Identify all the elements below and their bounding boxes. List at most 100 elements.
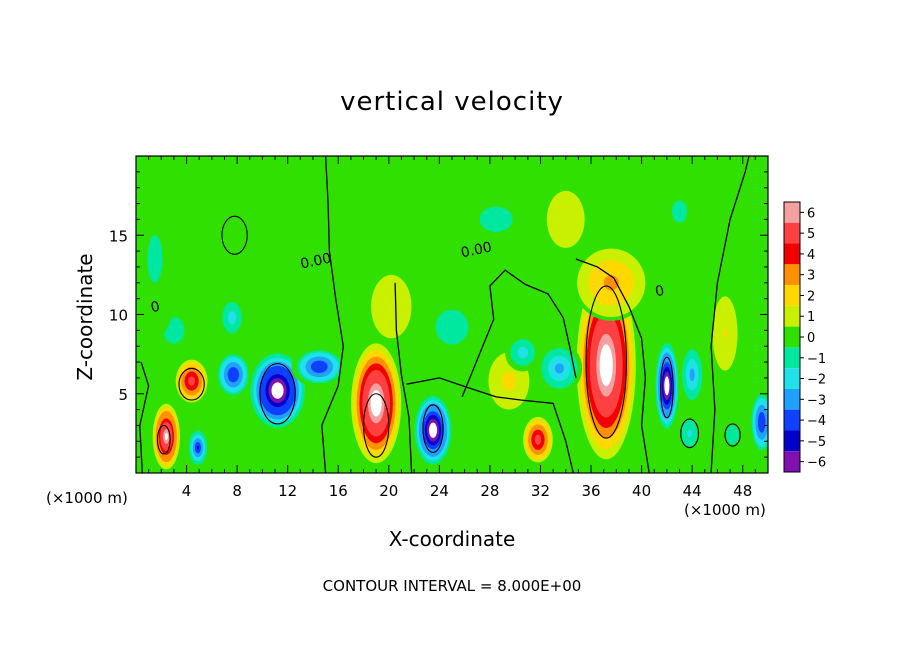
contour-labels: 0.00 0.00 0 0 xyxy=(149,239,665,316)
closed-contour-line xyxy=(585,285,627,439)
colorbar-swatch xyxy=(784,305,800,327)
y-tick-label: 15 xyxy=(109,227,128,245)
contour-interval-note: CONTOUR INTERVAL = 8.000E+00 xyxy=(322,577,582,595)
closed-contour-line xyxy=(221,215,248,255)
x-axis-ticks: 4 8 12 16 20 24 28 32 36 40 44 48 xyxy=(148,156,756,500)
field-feature xyxy=(521,414,555,466)
field-band xyxy=(172,328,176,333)
colorbar-swatch xyxy=(784,326,800,348)
field-feature xyxy=(136,179,181,339)
colorbar-swatch xyxy=(784,409,800,431)
field-feature xyxy=(641,156,718,267)
x-tick-label: 32 xyxy=(531,482,550,500)
contour-label: 0 xyxy=(149,299,161,317)
x-tick-label: 8 xyxy=(232,482,242,500)
field-feature xyxy=(414,156,579,283)
field-feature xyxy=(419,292,485,363)
field-feature xyxy=(187,428,209,467)
colorbar-label: 2 xyxy=(807,289,815,304)
field-band xyxy=(760,418,763,426)
zero-contour-line xyxy=(710,156,750,473)
colorbar-label: 0 xyxy=(807,331,815,346)
y-axis-label: Z-coordinate xyxy=(73,253,97,381)
field-band xyxy=(189,378,194,384)
colorbar-label: 3 xyxy=(807,269,815,284)
field-band xyxy=(196,445,199,450)
field-band xyxy=(488,213,505,226)
field-band xyxy=(316,364,323,369)
zero-contour-line xyxy=(461,269,577,398)
zero-contour-line xyxy=(575,258,650,473)
closed-contour-line xyxy=(259,363,296,425)
closed-contour-line xyxy=(660,356,674,419)
x-unit-right: (×1000 m) xyxy=(684,501,766,519)
colorbar-label: −2 xyxy=(807,373,826,388)
field-band xyxy=(231,372,236,378)
field-feature xyxy=(151,400,182,473)
field-band xyxy=(688,431,691,436)
closed-contour-line xyxy=(362,393,390,458)
zero-contour-line xyxy=(394,282,413,473)
field-band xyxy=(448,323,456,331)
closed-contour-line xyxy=(178,367,205,401)
zero-contour-line xyxy=(321,156,344,473)
field-band xyxy=(557,365,562,371)
field-band xyxy=(665,381,669,391)
x-tick-label: 24 xyxy=(430,482,449,500)
colorbar-label: 1 xyxy=(807,310,815,325)
field-feature xyxy=(366,266,417,347)
field-band xyxy=(607,278,616,287)
field-band xyxy=(731,433,734,437)
x-tick-label: 48 xyxy=(733,482,752,500)
field-band xyxy=(373,396,379,410)
field-band xyxy=(506,377,512,385)
field-band xyxy=(521,350,525,355)
y-axis-ticks: 5 10 15 xyxy=(109,171,768,458)
plot-area xyxy=(136,156,768,473)
colorbar-label: −1 xyxy=(807,352,826,367)
field-feature xyxy=(173,357,210,405)
colorbar: 6 5 4 3 2 1 0 −1 −2 −3 −4 −5 −6 xyxy=(783,201,826,473)
field-band xyxy=(164,432,168,441)
x-tick-label: 40 xyxy=(632,482,651,500)
field-feature xyxy=(291,346,348,388)
colorbar-swatch xyxy=(784,264,800,286)
field-band xyxy=(274,386,281,395)
chart-title: vertical velocity xyxy=(340,87,564,117)
closed-contour-line xyxy=(422,404,444,453)
colorbar-swatch xyxy=(784,285,800,306)
colorbar-label: −3 xyxy=(807,393,826,408)
x-axis-label-text: X-coordinate xyxy=(388,527,516,551)
colorbar-swatch xyxy=(784,202,800,223)
field-feature xyxy=(679,343,705,407)
colorbar-label: −6 xyxy=(807,456,826,471)
field-band xyxy=(690,371,694,378)
x-tick-label: 4 xyxy=(182,482,192,500)
field-band xyxy=(723,329,727,338)
x-tick-label: 44 xyxy=(683,482,702,500)
closed-contour-line xyxy=(724,423,741,447)
contour-label: 0 xyxy=(654,283,666,301)
field-feature xyxy=(654,338,680,434)
zero-contour-line xyxy=(139,361,150,473)
colorbar-label: 6 xyxy=(807,206,815,221)
x-tick-label: 36 xyxy=(581,482,600,500)
field-feature xyxy=(214,349,253,401)
colorbar-swatch xyxy=(784,243,800,265)
colorbar-swatch xyxy=(784,430,800,452)
colorbar-swatch xyxy=(784,368,800,389)
contour-label: 0.00 xyxy=(460,239,494,261)
colorbar-swatch xyxy=(784,388,800,410)
y-tick-label: 5 xyxy=(118,386,128,404)
x-tick-label: 16 xyxy=(329,482,348,500)
colorbar-label: −4 xyxy=(807,414,826,429)
colorbar-swatch xyxy=(784,347,800,369)
field-band xyxy=(152,251,158,267)
field-feature xyxy=(534,171,598,267)
field-band xyxy=(675,205,684,218)
field-band xyxy=(230,315,234,320)
closed-contour-line xyxy=(680,418,700,449)
colorbar-swatch xyxy=(784,222,800,244)
contour-label: 0.00 xyxy=(299,250,333,272)
x-tick-label: 20 xyxy=(379,482,398,500)
